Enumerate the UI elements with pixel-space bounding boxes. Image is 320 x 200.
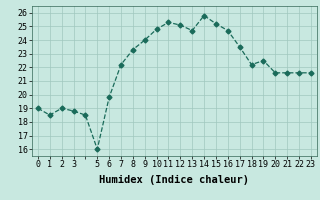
X-axis label: Humidex (Indice chaleur): Humidex (Indice chaleur): [100, 175, 249, 185]
